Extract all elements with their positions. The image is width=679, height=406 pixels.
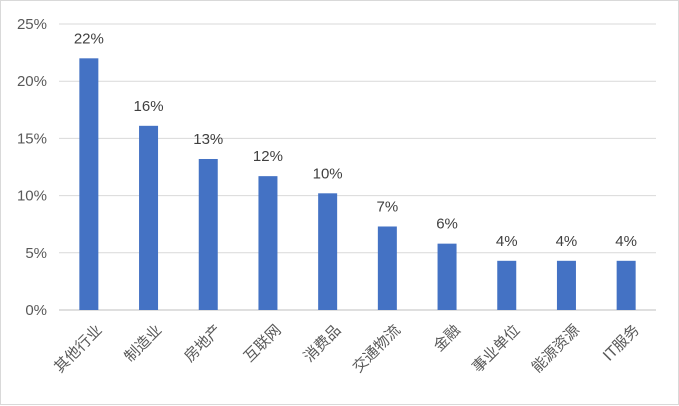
x-tick-label: 互联网 — [240, 321, 285, 366]
data-label: 7% — [377, 198, 399, 215]
bar[interactable] — [377, 226, 397, 310]
data-label: 4% — [615, 233, 637, 250]
y-tick-label: 15% — [17, 130, 47, 147]
bar[interactable] — [437, 243, 457, 310]
x-tick-label: 事业单位 — [468, 321, 523, 376]
x-tick-label: 交通物流 — [349, 321, 404, 376]
y-tick-label: 25% — [17, 16, 47, 33]
data-label: 13% — [193, 131, 223, 148]
data-label: 10% — [313, 165, 343, 182]
bar[interactable] — [139, 125, 159, 310]
x-tick-label: 金融 — [430, 321, 464, 355]
x-tick-label: 房地产 — [180, 321, 225, 366]
data-label: 4% — [556, 233, 578, 250]
y-tick-label: 5% — [25, 245, 47, 262]
data-label: 22% — [74, 30, 104, 47]
x-tick-label: 能源资源 — [528, 321, 583, 376]
bar[interactable] — [258, 176, 278, 310]
bar[interactable] — [79, 58, 99, 310]
bar[interactable] — [198, 158, 218, 310]
x-tick-label: 制造业 — [121, 321, 166, 366]
bar[interactable] — [556, 260, 576, 310]
data-label: 6% — [436, 216, 458, 233]
x-tick-label: IT服务 — [599, 321, 643, 365]
y-tick-label: 10% — [17, 188, 47, 205]
bar[interactable] — [616, 260, 636, 310]
data-label: 4% — [496, 233, 518, 250]
bar[interactable] — [318, 193, 338, 310]
y-tick-label: 20% — [17, 73, 47, 90]
x-tick-label: 其他行业 — [50, 321, 105, 376]
x-tick-label: 消费品 — [300, 321, 345, 366]
data-label: 12% — [253, 148, 283, 165]
data-label: 16% — [134, 98, 164, 115]
bar[interactable] — [497, 260, 517, 310]
y-tick-label: 0% — [25, 302, 47, 319]
